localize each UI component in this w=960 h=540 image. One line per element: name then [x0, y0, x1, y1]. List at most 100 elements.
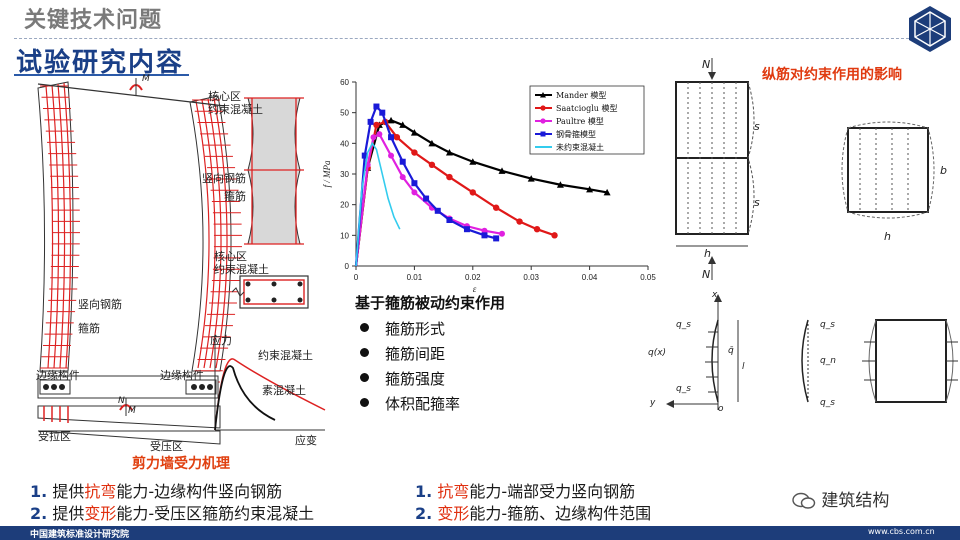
sym-h-plan: h	[884, 230, 891, 243]
label-edge-member-left: 边缘构件	[36, 369, 80, 382]
label-moment-top: M	[142, 74, 150, 84]
sym-s1: s	[754, 120, 760, 133]
sym-qn: q_n	[820, 356, 836, 366]
footer-bar	[0, 526, 960, 540]
label-stirrup-2: 箍筋	[224, 190, 246, 203]
data-point	[498, 167, 506, 174]
label-core-zone-2: 核心区	[214, 250, 247, 263]
data-point	[463, 226, 470, 233]
data-point	[556, 181, 564, 188]
data-point	[410, 129, 418, 136]
bullet-item: 箍筋形式	[360, 318, 445, 339]
sym-y: y	[650, 398, 656, 408]
legend-label: Mander 模型	[556, 90, 606, 100]
bullet-heading: 基于箍筋被动约束作用	[355, 294, 506, 312]
label-axial: N	[118, 396, 125, 406]
summary-right-2: 2. 变形能力-箍筋、边缘构件范围	[415, 504, 652, 523]
confinement-model-chart: 0 0.01 0.02 0.03 0.04 0.05 0 10 20 30 40 50 60 f / MP…	[322, 78, 656, 294]
data-point	[428, 139, 436, 147]
y-axis-label: f / MPa	[322, 160, 332, 187]
label-confined-concrete-1: 约束混凝土	[208, 103, 263, 116]
section-underline	[14, 74, 189, 76]
section-title: 试验研究内容	[16, 48, 185, 78]
data-point	[387, 116, 395, 124]
sym-qx: q(x)	[648, 348, 667, 358]
sym-h-elev: h	[704, 247, 711, 260]
sketch-plain-label: 素混凝土	[262, 384, 306, 397]
data-point	[411, 189, 418, 196]
series-line	[354, 120, 555, 267]
label-stirrup: 箍筋	[78, 322, 100, 335]
sym-qs-3: q_s	[820, 398, 835, 408]
data-point	[376, 131, 383, 138]
x-tick-label: 0	[354, 273, 359, 282]
wall-caption: 剪力墙受力机理	[132, 456, 230, 472]
wechat-watermark: 建筑结构	[792, 486, 889, 511]
y-tick-label: 20	[340, 201, 349, 210]
data-point	[367, 118, 374, 125]
label-confined-concrete-2: 约束混凝土	[214, 263, 269, 276]
longitudinal-rebar-elevation	[675, 58, 755, 280]
wechat-icon	[792, 492, 816, 509]
label-core-zone-1: 核心区	[208, 90, 241, 103]
label-edge-member-right: 边缘构件	[160, 369, 204, 382]
x-tick-label: 0.05	[640, 273, 656, 282]
institute-logo-icon	[909, 6, 951, 52]
data-point	[527, 175, 535, 182]
label-vertical-rebar-2: 竖向钢筋	[202, 172, 246, 185]
legend-marker	[540, 131, 546, 137]
legend-marker	[540, 118, 546, 124]
data-point	[492, 204, 500, 211]
data-point	[411, 149, 418, 156]
data-point	[399, 158, 406, 165]
sym-qs-bot: q_s	[676, 384, 691, 394]
sym-qs-top: q_s	[676, 320, 691, 330]
sketch-confined-label: 约束混凝土	[258, 349, 313, 362]
data-point	[586, 185, 594, 193]
bullet-dot-icon	[360, 398, 369, 407]
bullet-dot-icon	[360, 323, 369, 332]
y-tick-label: 10	[340, 231, 349, 240]
sym-n-top: N	[702, 58, 711, 71]
bullet-item: 箍筋强度	[360, 368, 445, 389]
header-divider	[14, 38, 919, 39]
data-point	[388, 152, 395, 159]
y-tick-label: 30	[340, 170, 349, 179]
data-point	[446, 173, 453, 181]
footer-url: www.cbs.com.cn	[868, 527, 935, 536]
section-detail	[232, 275, 309, 309]
data-point	[533, 226, 541, 233]
data-point	[399, 174, 406, 181]
sym-l: l	[742, 362, 745, 372]
longitudinal-rebar-plan	[841, 121, 935, 219]
data-point	[446, 217, 453, 223]
label-vertical-rebar: 竖向钢筋	[78, 298, 122, 311]
sym-qbar: q̄	[728, 346, 734, 356]
sym-x: x	[712, 290, 718, 300]
data-point	[428, 161, 436, 168]
header-title: 关键技术问题	[24, 8, 163, 33]
legend-marker	[540, 92, 546, 98]
summary-left-2: 2. 提供变形能力-受压区箍筋约束混凝土	[30, 504, 315, 523]
y-tick-label: 0	[345, 262, 350, 271]
x-tick-label: 0.01	[407, 273, 423, 282]
data-point	[411, 180, 418, 187]
right-panel-title: 纵筋对约束作用的影响	[762, 67, 902, 83]
data-point	[516, 218, 523, 225]
y-tick-label: 50	[340, 109, 349, 118]
x-tick-label: 0.04	[582, 273, 598, 282]
bullet-item: 箍筋间距	[360, 343, 445, 364]
x-tick-label: 0.02	[465, 273, 481, 282]
data-point	[423, 195, 430, 202]
x-tick-label: 0.03	[523, 273, 539, 282]
core-confined-detail	[244, 97, 304, 245]
data-point	[499, 230, 505, 237]
sym-o: o	[718, 404, 724, 414]
legend-label: 钢骨箍模型	[556, 129, 596, 139]
sketch-y-label: 应力	[210, 334, 232, 347]
bullet-dot-icon	[360, 373, 369, 382]
legend-marker	[540, 105, 546, 111]
legend-label: 未约束混凝土	[556, 142, 604, 152]
bullet-dot-icon	[360, 348, 369, 357]
summary-right-1: 1. 抗弯能力-端部受力竖向钢筋	[415, 482, 636, 501]
